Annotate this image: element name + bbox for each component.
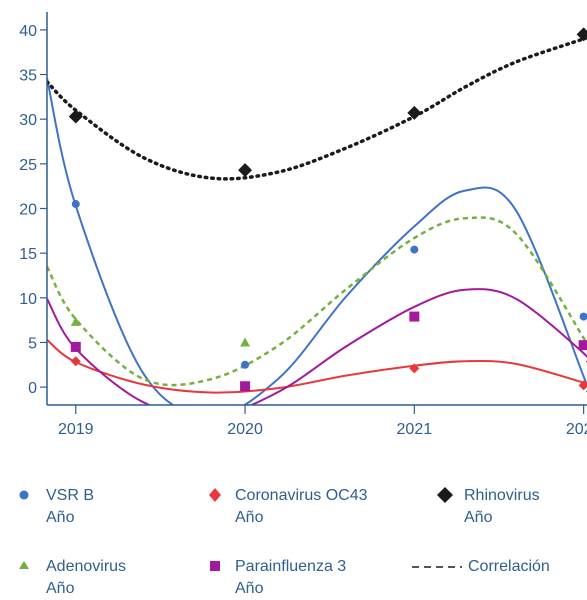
legend-item-adenovirus: Adenovirus Año bbox=[18, 556, 126, 600]
data-point-diamond bbox=[70, 356, 81, 367]
data-point-square bbox=[578, 340, 587, 351]
data-point-triangle bbox=[70, 316, 81, 326]
triangle-marker-icon bbox=[18, 556, 46, 578]
legend-label-correlacion: Correlación bbox=[468, 558, 550, 575]
trendline-0 bbox=[47, 77, 587, 405]
legend-label-coronavirus-oc43: Coronavirus OC43 bbox=[235, 487, 368, 504]
data-point-diamond bbox=[407, 105, 422, 120]
legend-label-adenovirus: Adenovirus bbox=[46, 558, 127, 575]
x-tick-label: 2022 bbox=[566, 421, 587, 438]
data-point-square bbox=[70, 341, 81, 352]
y-tick-label: 0 bbox=[28, 380, 37, 397]
y-tick-label: 20 bbox=[19, 202, 37, 219]
legend-label-rhinovirus: Rhinovirus bbox=[464, 487, 540, 504]
chart-canvas: 0 5 10 15 20 25 30 35 40 2019 2020 2021 2022 bbox=[19, 12, 587, 438]
data-point-circle bbox=[71, 200, 80, 209]
x-tick-label: 2019 bbox=[58, 421, 94, 438]
legend-sublabel-adenovirus: Año bbox=[46, 580, 75, 597]
trendline-4 bbox=[47, 288, 587, 405]
dashed-line-icon bbox=[410, 556, 468, 578]
data-point-circle bbox=[241, 360, 250, 369]
legend-sublabel-vsr-b: Año bbox=[46, 509, 75, 526]
legend-label-parainfluenza-3: Parainfluenza 3 bbox=[235, 558, 347, 575]
data-point-square bbox=[240, 381, 251, 392]
data-point-diamond bbox=[68, 109, 83, 124]
legend-sublabel-rhinovirus: Año bbox=[464, 509, 493, 526]
x-tick-label: 2020 bbox=[227, 421, 263, 438]
trendline-2 bbox=[47, 34, 587, 181]
y-tick-label: 10 bbox=[19, 291, 37, 308]
trendline-1 bbox=[47, 339, 587, 394]
circle-marker-icon bbox=[18, 485, 46, 507]
legend-item-parainfluenza-3: Parainfluenza 3 Año bbox=[207, 556, 346, 600]
data-point-circle bbox=[579, 312, 587, 321]
y-tick-label: 5 bbox=[28, 335, 37, 352]
data-point-diamond bbox=[576, 27, 587, 42]
data-point-diamond bbox=[409, 363, 420, 374]
y-tick-label: 25 bbox=[19, 157, 37, 174]
legend-item-vsr-b: VSR B Año bbox=[18, 485, 94, 529]
data-point-circle bbox=[410, 245, 419, 254]
data-point-diamond bbox=[578, 380, 587, 391]
trendline-3 bbox=[47, 216, 587, 387]
square-marker-icon bbox=[207, 556, 235, 578]
diamond-marker-icon bbox=[436, 485, 464, 507]
x-tick-label: 2021 bbox=[397, 421, 433, 438]
data-point-triangle bbox=[240, 337, 251, 347]
legend-item-correlacion: Correlación bbox=[410, 556, 550, 578]
legend-sublabel-coronavirus-oc43: Año bbox=[235, 509, 264, 526]
data-point-diamond bbox=[238, 163, 253, 178]
legend-sublabel-parainfluenza-3: Año bbox=[235, 580, 264, 597]
diamond-marker-icon bbox=[207, 485, 235, 507]
y-tick-label: 35 bbox=[19, 68, 37, 85]
legend: VSR B Año Coronavirus OC43 Año Rhinoviru… bbox=[0, 470, 587, 599]
y-tick-label: 30 bbox=[19, 112, 37, 129]
legend-item-rhinovirus: Rhinovirus Año bbox=[436, 485, 540, 529]
legend-item-coronavirus-oc43: Coronavirus OC43 Año bbox=[207, 485, 368, 529]
y-tick-label: 40 bbox=[19, 23, 37, 40]
data-point-square bbox=[409, 311, 420, 322]
legend-label-vsr-b: VSR B bbox=[46, 487, 95, 504]
y-tick-label: 15 bbox=[19, 246, 37, 263]
